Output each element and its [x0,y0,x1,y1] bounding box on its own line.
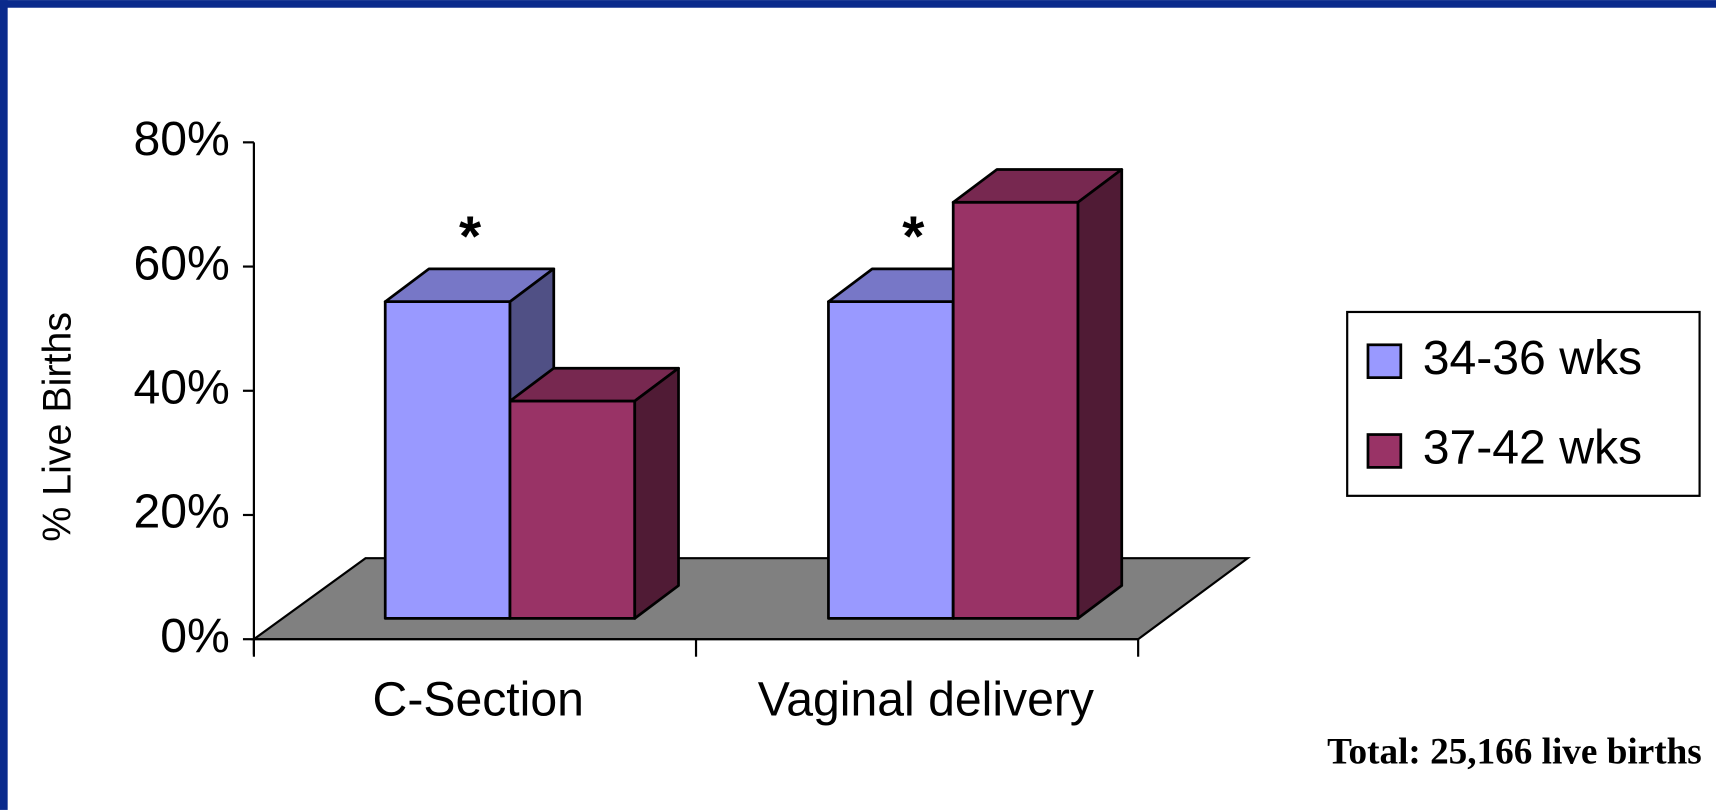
y-tick-label: 20% [133,485,229,539]
y-axis-label: % Live Births [36,312,80,542]
legend-swatch [1366,433,1403,469]
bar-front [827,300,955,620]
bar [508,366,680,620]
bar-side [1076,168,1124,620]
y-tick-label: 80% [133,112,229,166]
bar-front [383,300,512,620]
legend-label: 37-42 wks [1423,421,1642,475]
y-tick-label: 40% [133,360,229,414]
annotation: * [459,204,482,268]
legend-swatch [1366,343,1403,380]
x-tick-label: Vaginal delivery [758,672,1094,726]
bar-front [951,200,1080,620]
y-tick-label: 60% [133,236,229,290]
annotation: * [902,204,925,268]
footnote: Total: 25,166 live births [1327,732,1702,773]
legend [1346,310,1701,497]
bar-side [633,366,680,620]
y-tick-label: 0% [160,609,230,663]
bar [951,168,1124,620]
legend-label: 34-36 wks [1423,331,1642,385]
top-border [0,0,1716,8]
left-border [0,0,8,810]
bar-front [508,399,637,620]
x-tick-label: C-Section [373,672,584,726]
